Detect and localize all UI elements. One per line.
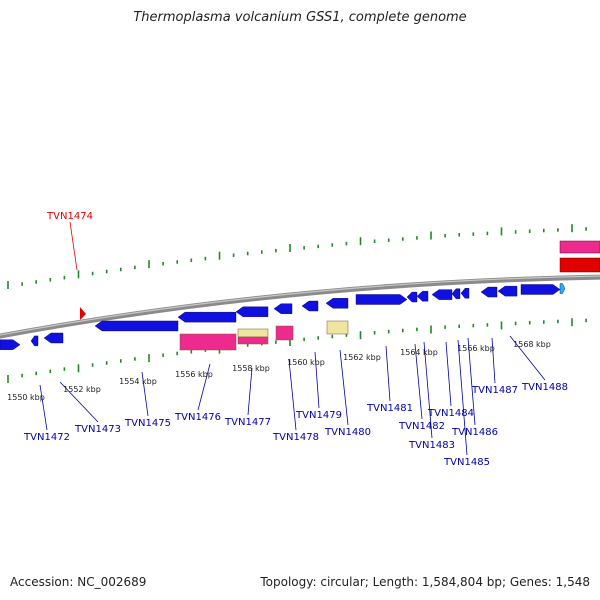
gene-label: TVN1486 — [451, 427, 498, 438]
gene-arrow — [451, 288, 461, 299]
highlight-gene-label: TVN1474 — [46, 211, 93, 222]
kbp-label: 1554 kbp — [119, 377, 157, 386]
kbp-label: 1562 kbp — [343, 353, 381, 362]
gene-box-reverse — [237, 328, 269, 338]
gene-arrow — [460, 288, 470, 299]
gene-label: TVN1473 — [74, 424, 121, 435]
label-leader — [445, 341, 452, 407]
gene-arrow — [43, 332, 64, 344]
label-leaders — [39, 221, 546, 456]
genome-backbone — [0, 274, 600, 339]
gene-box-reverse — [326, 320, 349, 335]
kbp-label: 1552 kbp — [63, 385, 101, 394]
label-leader — [39, 384, 48, 431]
gene-box-reverse — [275, 325, 294, 341]
gene-arrow — [273, 303, 293, 314]
gene-arrow — [301, 300, 319, 312]
gene-features — [0, 240, 600, 351]
gene-label: TVN1478 — [272, 432, 319, 443]
label-leader — [414, 343, 423, 420]
gene-arrow — [0, 339, 21, 350]
bottom-tick-marks — [7, 318, 587, 383]
accession-text: Accession: NC_002689 — [10, 575, 147, 589]
gene-label: TVN1472 — [23, 432, 70, 443]
label-leader — [59, 381, 99, 423]
gene-label: TVN1485 — [443, 457, 490, 468]
label-leader — [491, 337, 496, 384]
gene-label: TVN1480 — [324, 427, 371, 438]
gene-arrow — [94, 320, 179, 332]
gene-arrow — [177, 311, 237, 323]
gene-arrow — [559, 283, 566, 294]
kbp-label: 1558 kbp — [232, 364, 270, 373]
gene-box-reverse — [179, 333, 237, 351]
map-title: Thermoplasma volcanium GSS1, complete ge… — [133, 10, 467, 25]
gene-label: TVN1481 — [366, 403, 413, 414]
gene-arrow — [406, 291, 418, 303]
label-leader — [385, 345, 391, 402]
label-leader — [509, 335, 546, 381]
gene-box-reverse — [237, 336, 269, 345]
label-leader — [423, 341, 433, 439]
gene-arrow — [355, 294, 408, 305]
gene-arrow — [497, 285, 518, 297]
gene-arrow — [416, 291, 429, 302]
gene-arrow — [431, 289, 453, 300]
top-tick-marks — [7, 224, 587, 289]
label-leader — [314, 351, 320, 409]
gene-arrow — [30, 335, 39, 347]
topology-text: Topology: circular; Length: 1,584,804 bp… — [260, 575, 590, 589]
gene-arrow — [325, 298, 349, 309]
gene-arrow — [235, 306, 269, 317]
kbp-label: 1556 kbp — [175, 370, 213, 379]
label-leader — [197, 363, 211, 411]
kbp-label: 1568 kbp — [513, 340, 551, 349]
gene-arrow — [480, 286, 498, 298]
label-leader — [339, 349, 349, 426]
kbp-label: 1550 kbp — [7, 393, 45, 402]
highlight-marker — [80, 307, 86, 320]
label-leader — [457, 339, 468, 456]
label-leader — [288, 359, 297, 431]
kbp-labels: 1550 kbp 1552 kbp 1554 kbp 1556 kbp 1558 kbp… — [7, 340, 551, 402]
gene-label: TVN1477 — [224, 417, 271, 428]
kbp-label: 1560 kbp — [287, 358, 325, 367]
gene-label: TVN1476 — [174, 412, 221, 423]
gene-box-top-right — [559, 240, 600, 254]
highlight-leader — [69, 221, 78, 271]
label-leader — [141, 371, 149, 417]
gene-label: TVN1482 — [398, 421, 445, 432]
kbp-label: 1566 kbp — [457, 344, 495, 353]
gene-label: TVN1488 — [521, 382, 568, 393]
gene-label: TVN1479 — [295, 410, 342, 421]
label-leader — [247, 367, 253, 416]
gene-label: TVN1483 — [408, 440, 455, 451]
genome-backbone-highlight — [0, 275, 600, 336]
gene-arrow — [520, 284, 561, 295]
kbp-label: 1564 kbp — [400, 348, 438, 357]
gene-label: TVN1487 — [471, 385, 518, 396]
label-leader — [467, 337, 476, 426]
gene-label: TVN1484 — [427, 408, 474, 419]
gene-box-top-right-red — [559, 257, 600, 273]
gene-label: TVN1475 — [124, 418, 171, 429]
